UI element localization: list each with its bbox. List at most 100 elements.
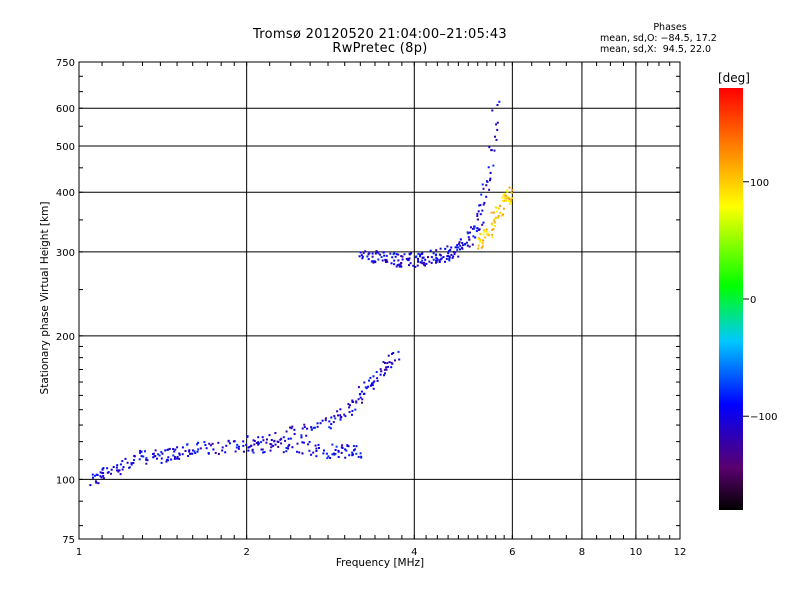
data-point — [269, 449, 272, 452]
data-point — [438, 253, 441, 256]
data-point — [359, 393, 362, 395]
data-point — [435, 249, 438, 252]
data-point — [417, 257, 419, 260]
data-point — [508, 202, 511, 205]
data-point — [507, 200, 510, 203]
data-point — [121, 468, 124, 471]
data-point — [360, 390, 363, 393]
data-point — [471, 227, 474, 230]
data-point — [508, 197, 511, 200]
data-point — [459, 238, 462, 241]
data-point — [251, 448, 254, 451]
data-point — [167, 448, 170, 451]
colorbar-ticks: 100 0 −100 — [743, 178, 777, 423]
data-point — [355, 401, 358, 404]
data-point — [280, 442, 283, 445]
data-point — [253, 443, 256, 446]
data-point — [479, 239, 482, 241]
data-point — [343, 413, 346, 416]
data-point — [495, 123, 498, 126]
data-point — [166, 458, 169, 461]
data-point — [187, 455, 190, 457]
data-point — [282, 436, 285, 439]
data-point — [257, 441, 260, 444]
data-point — [347, 403, 350, 406]
data-point — [330, 416, 333, 419]
phases-x-mode: mean, sd,X: 94.5, 22.0 — [600, 44, 712, 55]
data-point — [301, 427, 304, 430]
data-point — [400, 262, 403, 264]
data-point — [467, 236, 470, 239]
data-point — [475, 230, 478, 233]
x-axis-label: Frequency [MHz] — [335, 557, 425, 569]
data-point — [348, 411, 351, 414]
data-point — [344, 415, 347, 418]
data-point — [176, 457, 178, 460]
data-point — [307, 443, 310, 446]
data-point — [351, 409, 354, 412]
data-point — [425, 262, 428, 265]
data-point — [140, 455, 143, 458]
data-point — [315, 450, 318, 452]
data-point — [312, 451, 315, 454]
data-point — [454, 246, 457, 249]
data-point — [191, 452, 194, 455]
data-point — [168, 447, 171, 450]
data-point — [400, 265, 403, 268]
data-point — [339, 414, 342, 417]
data-point — [348, 404, 351, 407]
data-point — [247, 446, 250, 449]
data-point — [99, 475, 102, 478]
data-point — [250, 444, 253, 447]
data-point — [491, 109, 494, 112]
data-point — [293, 433, 296, 435]
data-point — [419, 261, 422, 264]
x-tick-label: 4 — [411, 547, 417, 558]
data-point — [494, 216, 497, 219]
data-point — [91, 473, 94, 476]
data-point — [263, 451, 266, 454]
data-point — [435, 259, 438, 262]
data-point — [466, 244, 469, 247]
data-point — [352, 400, 355, 403]
data-point — [476, 227, 479, 230]
data-point — [428, 260, 431, 263]
data-point — [156, 457, 158, 460]
data-point — [340, 416, 343, 418]
data-point — [450, 246, 453, 249]
data-point — [121, 460, 124, 463]
x-tick-label: 12 — [674, 547, 687, 558]
data-point — [257, 443, 260, 446]
data-point — [298, 451, 301, 454]
data-point — [362, 251, 365, 254]
data-point — [376, 377, 379, 380]
data-point — [361, 257, 364, 260]
data-point — [483, 230, 486, 233]
data-point — [273, 439, 276, 442]
data-point — [227, 440, 230, 443]
data-point — [479, 204, 482, 207]
data-point — [261, 448, 264, 451]
data-point — [502, 199, 505, 202]
data-point — [367, 385, 370, 388]
data-point — [479, 233, 482, 236]
data-point — [478, 204, 481, 207]
data-point — [178, 453, 181, 456]
data-point — [133, 459, 135, 461]
data-point — [296, 450, 298, 453]
data-point — [416, 264, 419, 267]
y-tick-label: 75 — [62, 535, 75, 546]
data-point — [308, 441, 311, 443]
data-point — [438, 261, 441, 263]
data-point — [172, 454, 175, 457]
data-point — [494, 225, 496, 227]
data-point — [509, 198, 512, 201]
data-point — [503, 197, 506, 200]
data-point — [189, 452, 192, 455]
data-point — [266, 438, 268, 441]
data-point — [369, 376, 372, 379]
data-point — [340, 451, 343, 454]
data-point — [392, 352, 395, 354]
data-point — [497, 215, 500, 217]
